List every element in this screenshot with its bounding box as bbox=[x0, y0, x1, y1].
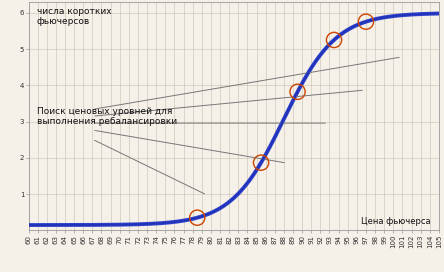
Point bbox=[258, 160, 265, 165]
Point bbox=[330, 38, 337, 42]
Point bbox=[294, 89, 301, 94]
Point bbox=[362, 20, 369, 24]
Text: Поиск ценовых уровней для
выполнения ребалансировки: Поиск ценовых уровней для выполнения реб… bbox=[37, 107, 177, 126]
Text: числа коротких
фьючерсов: числа коротких фьючерсов bbox=[37, 7, 111, 26]
Point bbox=[194, 215, 201, 220]
Text: Цена фьючерса: Цена фьючерса bbox=[361, 217, 431, 226]
